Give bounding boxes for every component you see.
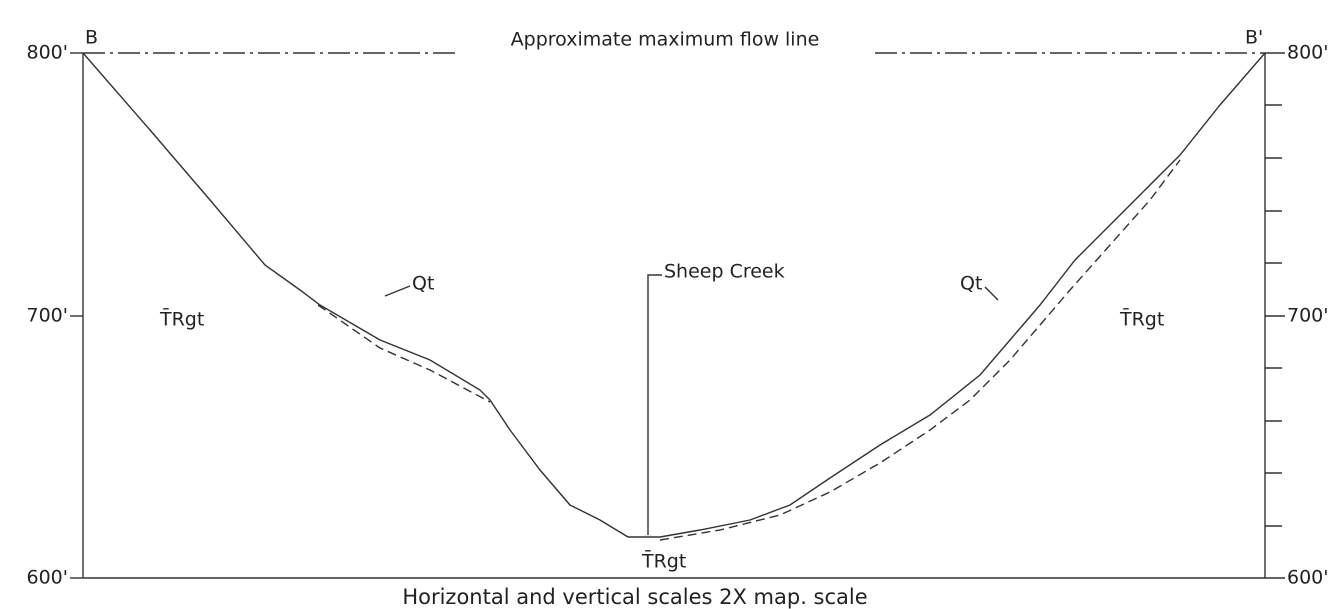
leader — [985, 287, 998, 300]
qt-contact — [660, 160, 1180, 540]
feature-label: Sheep Creek — [664, 261, 785, 283]
ground-profile — [83, 53, 1265, 537]
elevation-label: 800' — [27, 42, 69, 64]
caption: Horizontal and vertical scales 2X map. s… — [402, 585, 867, 609]
elevation-label: 600' — [1287, 567, 1329, 589]
unit-label: T̄Rgt — [1119, 306, 1164, 330]
elevation-label: 700' — [1287, 305, 1329, 327]
right-ticks — [1265, 53, 1285, 578]
flow-line-label: Approximate maximum flow line — [511, 29, 820, 51]
elevation-label: 600' — [27, 567, 69, 589]
leader — [648, 275, 662, 535]
section-start: B — [85, 27, 98, 49]
elevation-label: 700' — [27, 305, 69, 327]
unit-label: T̄Rgt — [641, 548, 686, 572]
cross-section: B B' Approximate maximum flow line 800' … — [0, 0, 1340, 609]
elevation-label: 800' — [1287, 42, 1329, 64]
unit-label: Qt — [412, 273, 434, 295]
unit-label: Qt — [960, 273, 982, 295]
section-end: B' — [1245, 27, 1263, 49]
leader — [385, 286, 410, 296]
unit-label: T̄Rgt — [159, 306, 204, 330]
